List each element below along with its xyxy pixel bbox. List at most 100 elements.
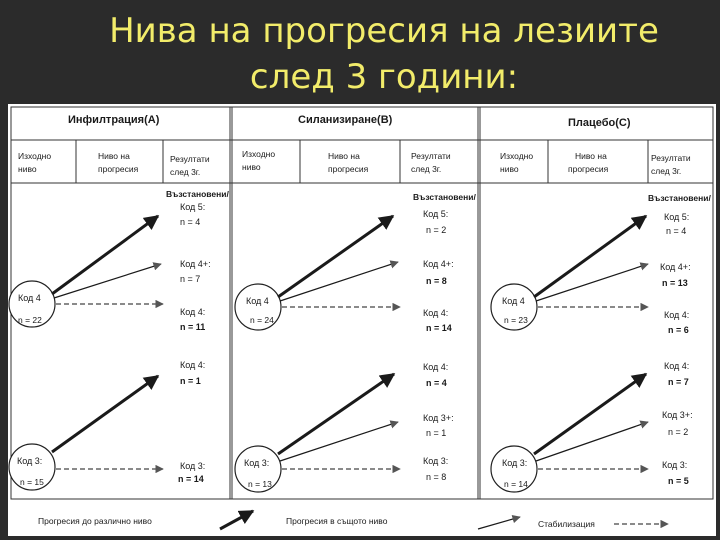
subheader-results-2: след 3г. xyxy=(170,167,200,177)
result-count: n = 2 xyxy=(426,225,446,235)
result-count: n = 2 xyxy=(668,427,688,437)
restored-label: Възстановени/ xyxy=(648,193,711,203)
subheader-baseline-1: Изходно xyxy=(242,149,275,159)
start-node-bottom xyxy=(490,445,538,493)
result-label: Код 5: xyxy=(180,202,205,212)
result-label: Код 4: xyxy=(664,361,689,371)
result-label: Код 4: xyxy=(423,308,448,318)
result-label: Код 4+: xyxy=(660,262,691,272)
arrow-progress-same xyxy=(279,260,399,302)
arrow-progress-different xyxy=(533,372,648,456)
start-node-top-label: Код 4 xyxy=(18,293,41,303)
subheader-progression-2: прогресия xyxy=(98,164,139,174)
result-count: n = 8 xyxy=(426,472,446,482)
subheader-results-1: Резултати xyxy=(651,153,691,163)
start-node-bottom-n: n = 15 xyxy=(20,477,44,487)
result-count: n = 13 xyxy=(662,278,688,288)
arrow-progress-different xyxy=(277,372,396,456)
start-node-bottom-label: Код 3: xyxy=(502,458,527,468)
result-count: n = 4 xyxy=(180,217,200,227)
result-label: Код 4+: xyxy=(180,259,211,269)
result-label: Код 3: xyxy=(662,460,687,470)
start-node-top-n: n = 22 xyxy=(18,315,42,325)
result-count: n = 4 xyxy=(426,378,447,388)
start-node-bottom-label: Код 3: xyxy=(17,456,42,466)
result-label: Код 3: xyxy=(423,456,448,466)
start-node-bottom-n: n = 14 xyxy=(504,479,528,489)
arrow-progress-different xyxy=(533,214,648,299)
column-placebo: Плацебо(C) Изходно ниво Ниво на прогреси… xyxy=(490,117,711,493)
start-node-top-label: Код 4 xyxy=(502,296,525,306)
legend: Прогресия до различно ниво Прогресия в с… xyxy=(38,509,669,531)
result-count: n = 14 xyxy=(426,323,452,333)
subheader-baseline-1: Изходно xyxy=(500,151,533,161)
arrow-progress-same xyxy=(535,262,649,302)
result-count: n = 1 xyxy=(426,428,446,438)
result-count: n = 5 xyxy=(668,476,689,486)
arrow-progress-different xyxy=(51,374,160,454)
subheader-progression-1: Ниво на xyxy=(575,151,607,161)
result-count: n = 6 xyxy=(668,325,689,335)
result-label: Код 3+: xyxy=(423,413,454,423)
subheader-results-1: Резултати xyxy=(411,151,451,161)
result-label: Код 4+: xyxy=(423,259,454,269)
arrow-progress-same xyxy=(53,262,162,299)
start-node-bottom xyxy=(8,443,56,491)
start-node-bottom-n: n = 13 xyxy=(248,479,272,489)
result-count: n = 1 xyxy=(180,376,201,386)
result-count: n = 14 xyxy=(178,474,204,484)
subheader-baseline-2: ниво xyxy=(18,164,37,174)
column-header: Силанизиране(B) xyxy=(298,114,393,126)
arrow-progress-same xyxy=(279,420,399,462)
table-grid xyxy=(10,106,714,500)
result-label: Код 3: xyxy=(180,461,205,471)
column-infiltration: Инфилтрация(A) Изходно ниво Ниво на прог… xyxy=(8,114,229,491)
subheader-results-1: Резултати xyxy=(170,154,210,164)
arrow-progress-different xyxy=(51,214,160,296)
result-label: Код 4: xyxy=(180,307,205,317)
legend-dashed-label: Стабилизация xyxy=(538,519,595,529)
subheader-progression-1: Ниво на xyxy=(98,151,130,161)
result-label: Код 4: xyxy=(180,360,205,370)
legend-thick-arrow xyxy=(219,509,255,531)
start-node-bottom-label: Код 3: xyxy=(244,458,269,468)
subheader-results-2: след 3г. xyxy=(651,166,681,176)
start-node-top-n: n = 24 xyxy=(250,315,274,325)
result-label: Код 4: xyxy=(423,362,448,372)
column-silanization: Силанизиране(B) Изходно ниво Ниво на про… xyxy=(234,114,476,493)
subheader-baseline-1: Изходно xyxy=(18,151,51,161)
legend-thin-label: Прогресия в същото ниво xyxy=(286,516,388,526)
subheader-progression-2: прогресия xyxy=(568,164,609,174)
column-header: Инфилтрация(A) xyxy=(68,114,160,126)
subheader-baseline-2: ниво xyxy=(242,162,261,172)
slide-title-line-2: след 3 години: xyxy=(249,57,519,97)
diagram-panel: Инфилтрация(A) Изходно ниво Ниво на прог… xyxy=(8,104,716,536)
start-node-top xyxy=(234,283,282,331)
restored-label: Възстановени/ xyxy=(166,189,229,199)
result-label: Код 4: xyxy=(664,310,689,320)
arrow-progress-same xyxy=(535,420,649,462)
progression-diagram: Инфилтрация(A) Изходно ниво Ниво на прог… xyxy=(8,106,714,531)
result-count: n = 7 xyxy=(180,274,200,284)
result-count: n = 4 xyxy=(666,226,686,236)
subheader-results-2: след 3г. xyxy=(411,164,441,174)
result-label: Код 5: xyxy=(423,209,448,219)
result-count: n = 11 xyxy=(180,322,205,332)
column-header: Плацебо(C) xyxy=(568,117,631,129)
restored-label: Възстановени/ xyxy=(413,192,476,202)
arrow-progress-different xyxy=(277,214,395,299)
result-count: n = 7 xyxy=(668,377,689,387)
subheader-progression-1: Ниво на xyxy=(328,151,360,161)
subheader-progression-2: прогресия xyxy=(328,164,369,174)
slide-title-line-1: Нива на прогресия на лезиите xyxy=(109,11,659,51)
start-node-top-label: Код 4 xyxy=(246,296,269,306)
start-node-top xyxy=(490,283,538,331)
start-node-bottom xyxy=(234,445,282,493)
legend-thick-label: Прогресия до различно ниво xyxy=(38,516,152,526)
result-count: n = 8 xyxy=(426,276,447,286)
subheader-baseline-2: ниво xyxy=(500,164,519,174)
start-node-top xyxy=(8,280,56,328)
result-label: Код 3+: xyxy=(662,410,693,420)
start-node-top-n: n = 23 xyxy=(504,315,528,325)
